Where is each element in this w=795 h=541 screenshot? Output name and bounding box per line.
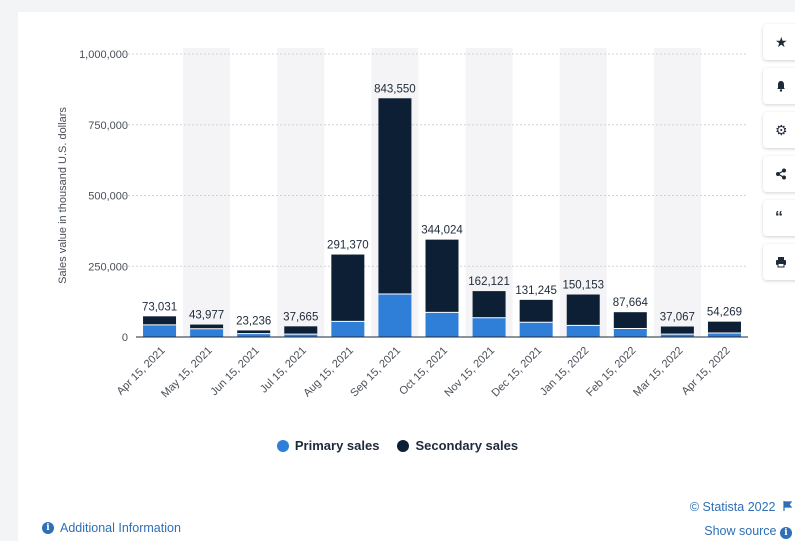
column-band bbox=[465, 48, 513, 337]
settings-button[interactable]: ⚙ bbox=[763, 112, 795, 148]
bar-primary bbox=[425, 312, 459, 337]
column-band bbox=[653, 48, 701, 337]
column-band bbox=[183, 48, 231, 337]
data-label: 37,665 bbox=[283, 311, 318, 323]
data-label: 73,031 bbox=[142, 301, 177, 313]
bar-secondary bbox=[190, 324, 224, 329]
bar-secondary bbox=[143, 316, 177, 325]
bar-primary bbox=[331, 321, 365, 337]
additional-information-link[interactable]: i Additional Information bbox=[42, 521, 181, 535]
legend-label-secondary: Secondary sales bbox=[415, 438, 519, 453]
data-label: 162,121 bbox=[468, 276, 510, 288]
bar-primary bbox=[190, 328, 224, 337]
notification-button[interactable] bbox=[763, 68, 795, 104]
bar-primary bbox=[472, 317, 506, 337]
x-tick-label: Apr 15, 2021 bbox=[115, 345, 168, 398]
bar-primary bbox=[519, 322, 553, 337]
gear-icon: ⚙ bbox=[775, 121, 788, 138]
y-tick-label: 750,000 bbox=[88, 120, 128, 132]
print-button[interactable] bbox=[763, 244, 795, 280]
print-icon bbox=[776, 257, 786, 268]
y-tick-label: 1,000,000 bbox=[79, 49, 128, 61]
data-label: 843,550 bbox=[374, 83, 416, 95]
column-band bbox=[559, 48, 607, 337]
side-toolbar: ★ ⚙ “ bbox=[763, 24, 795, 288]
favorite-button[interactable]: ★ bbox=[763, 24, 795, 60]
bar-secondary bbox=[660, 326, 694, 335]
share-button[interactable] bbox=[763, 156, 795, 192]
bar-primary bbox=[143, 324, 177, 337]
bar-primary bbox=[660, 334, 694, 337]
bar-primary bbox=[613, 328, 647, 337]
legend-marker-primary bbox=[276, 439, 289, 452]
share-icon bbox=[776, 168, 786, 180]
copyright-text: © Statista 2022 bbox=[689, 500, 776, 514]
data-label: 150,153 bbox=[562, 280, 604, 292]
bar-secondary bbox=[237, 330, 271, 334]
bar-secondary bbox=[425, 239, 459, 313]
data-label: 43,977 bbox=[189, 310, 224, 322]
x-tick-label: Dec 15, 2021 bbox=[490, 345, 545, 400]
data-label: 131,245 bbox=[515, 285, 557, 297]
additional-information-text: Additional Information bbox=[60, 521, 181, 535]
copyright[interactable]: © Statista 2022 bbox=[689, 500, 793, 514]
x-tick-label: Jun 15, 2021 bbox=[208, 345, 261, 398]
data-label: 87,664 bbox=[613, 297, 649, 309]
bar-secondary bbox=[284, 326, 318, 335]
x-tick-label: Oct 15, 2021 bbox=[397, 345, 450, 398]
legend-label-primary: Primary sales bbox=[294, 438, 380, 453]
bar-secondary bbox=[519, 299, 553, 323]
bar-primary bbox=[237, 333, 271, 337]
info-icon: i bbox=[42, 522, 54, 534]
x-tick-label: Jul 15, 2021 bbox=[258, 345, 309, 396]
bar-primary bbox=[378, 293, 412, 337]
bar-primary bbox=[566, 325, 600, 337]
quote-icon: “ bbox=[775, 209, 783, 226]
bar-secondary bbox=[378, 98, 412, 294]
bar-primary bbox=[284, 334, 318, 337]
legend-item-primary[interactable]: Primary sales bbox=[276, 438, 380, 453]
y-tick-label: 250,000 bbox=[88, 261, 128, 273]
bar-secondary bbox=[472, 291, 506, 318]
data-label: 344,024 bbox=[421, 225, 463, 237]
bar-secondary bbox=[331, 254, 365, 322]
show-source-link[interactable]: Show source i bbox=[704, 524, 792, 539]
column-band bbox=[277, 48, 325, 337]
data-label: 37,067 bbox=[660, 312, 695, 324]
x-tick-label: Mar 15, 2022 bbox=[631, 345, 685, 399]
x-tick-label: Sep 15, 2021 bbox=[348, 345, 403, 400]
info-icon: i bbox=[780, 527, 792, 539]
x-tick-label: Apr 15, 2022 bbox=[680, 345, 733, 398]
show-source-text: Show source bbox=[704, 524, 777, 538]
cite-button[interactable]: “ bbox=[763, 200, 795, 236]
data-label: 23,236 bbox=[236, 315, 271, 327]
legend-item-secondary[interactable]: Secondary sales bbox=[397, 438, 518, 453]
bar-primary bbox=[707, 333, 741, 337]
y-tick-label: 0 bbox=[122, 332, 128, 344]
bar-secondary bbox=[707, 321, 741, 334]
y-axis-title: Sales value in thousand U.S. dollars bbox=[57, 107, 69, 284]
legend-marker-secondary bbox=[397, 439, 410, 452]
data-label: 291,370 bbox=[327, 240, 369, 252]
star-icon: ★ bbox=[775, 33, 788, 50]
y-tick-label: 500,000 bbox=[88, 191, 128, 203]
flag-icon bbox=[783, 501, 793, 511]
data-label: 54,269 bbox=[707, 307, 742, 319]
bell-icon bbox=[777, 81, 785, 92]
chart-legend: Primary sales Secondary sales bbox=[0, 438, 795, 453]
bar-secondary bbox=[566, 294, 600, 326]
bar-secondary bbox=[613, 312, 647, 329]
